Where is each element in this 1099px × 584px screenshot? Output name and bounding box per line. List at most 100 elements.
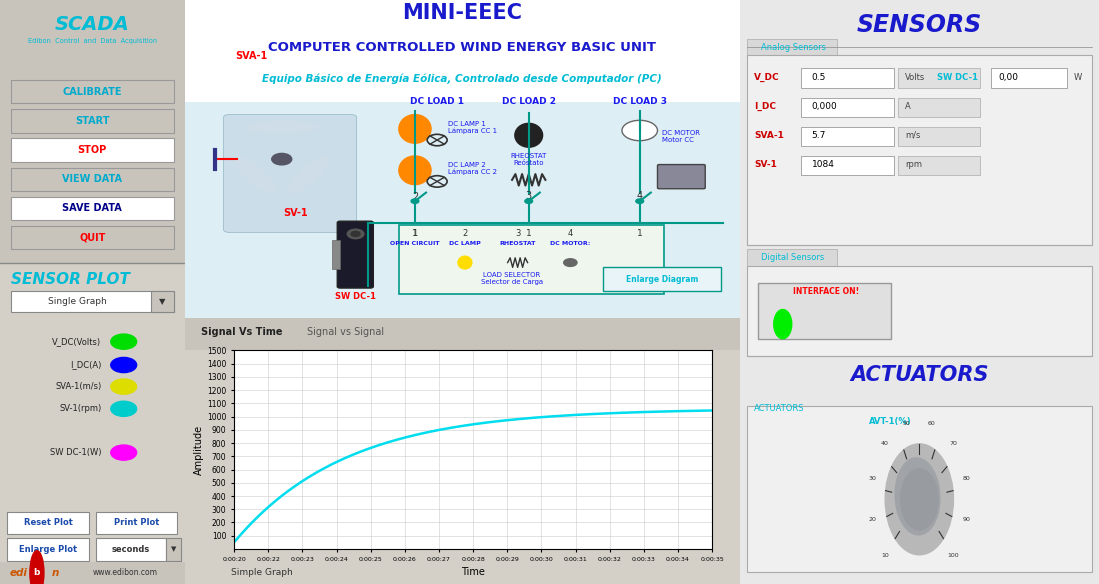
Text: ACTUATORS: ACTUATORS [754,404,804,413]
FancyBboxPatch shape [657,165,706,189]
Circle shape [900,469,939,530]
FancyBboxPatch shape [11,197,174,220]
Text: 1: 1 [412,230,418,238]
Text: 3: 3 [515,230,520,238]
Y-axis label: Amplitude: Amplitude [195,425,204,475]
Text: START: START [75,116,110,126]
FancyBboxPatch shape [991,68,1067,88]
Ellipse shape [399,156,431,185]
Text: 10: 10 [881,552,889,558]
Text: SV-1: SV-1 [284,208,308,218]
FancyBboxPatch shape [185,0,740,102]
Circle shape [411,199,419,203]
FancyBboxPatch shape [11,138,174,162]
Text: SV-1(rpm): SV-1(rpm) [59,404,101,413]
Text: ACTUATORS: ACTUATORS [850,365,989,385]
Text: Volts: Volts [904,72,925,82]
Text: SENSOR PLOT: SENSOR PLOT [11,272,130,287]
Text: SENSORS: SENSORS [857,13,981,37]
Ellipse shape [514,123,543,147]
Text: SAVE DATA: SAVE DATA [63,203,122,214]
Text: www.edibon.com: www.edibon.com [93,568,158,578]
FancyBboxPatch shape [740,0,1099,584]
Text: SW DC-1: SW DC-1 [937,72,978,82]
Text: 1: 1 [412,230,418,238]
Ellipse shape [288,157,329,193]
FancyBboxPatch shape [801,68,895,88]
Text: SVA-1(m/s): SVA-1(m/s) [55,382,101,391]
FancyBboxPatch shape [185,102,740,318]
Text: b: b [34,568,41,578]
FancyBboxPatch shape [747,55,1091,245]
Text: DC LAMP 1
Lámpara CC 1: DC LAMP 1 Lámpara CC 1 [448,120,498,134]
FancyBboxPatch shape [801,98,895,117]
Text: VIEW DATA: VIEW DATA [63,174,122,185]
Text: Analog Sensors: Analog Sensors [762,43,826,52]
Ellipse shape [111,379,136,394]
Text: 30: 30 [868,477,876,481]
Text: DC MOTOR
Motor CC: DC MOTOR Motor CC [662,130,700,143]
Text: Edibon  Control  and  Data  Acquisition: Edibon Control and Data Acquisition [27,38,157,44]
FancyBboxPatch shape [0,0,185,82]
Circle shape [622,120,657,141]
Text: 100: 100 [947,552,959,558]
FancyBboxPatch shape [898,98,980,117]
Text: QUIT: QUIT [79,232,106,243]
Text: Digital Sensors: Digital Sensors [762,253,824,262]
Text: m/s: m/s [904,131,920,140]
Text: Print Plot: Print Plot [114,518,159,527]
Text: DC LOAD 1: DC LOAD 1 [410,98,464,106]
Text: 60: 60 [928,420,935,426]
Text: AVT-1(%): AVT-1(%) [869,417,912,426]
FancyBboxPatch shape [96,512,177,534]
FancyBboxPatch shape [801,127,895,146]
Text: ▼: ▼ [170,547,176,552]
Circle shape [347,229,364,239]
FancyBboxPatch shape [11,80,174,103]
Text: Simple Graph: Simple Graph [232,568,293,578]
FancyBboxPatch shape [8,538,89,561]
Text: rpm: rpm [904,160,922,169]
Text: SV-1: SV-1 [754,160,777,169]
FancyBboxPatch shape [11,168,174,191]
Text: edi: edi [10,568,27,578]
Ellipse shape [246,121,318,133]
Text: V_DC: V_DC [754,72,779,82]
Text: 4: 4 [568,230,573,238]
Circle shape [564,259,577,266]
FancyBboxPatch shape [8,512,89,534]
Text: 20: 20 [868,517,876,522]
Text: SW DC-1: SW DC-1 [335,291,376,301]
Text: 40: 40 [881,441,889,446]
FancyBboxPatch shape [166,538,181,561]
Text: 70: 70 [950,441,957,446]
Text: LOAD SELECTOR
Selector de Carga: LOAD SELECTOR Selector de Carga [481,272,543,285]
Text: RHEOSTAT: RHEOSTAT [499,241,536,246]
FancyBboxPatch shape [898,68,980,88]
Circle shape [352,231,360,237]
Ellipse shape [111,401,136,416]
Text: 0.5: 0.5 [811,72,825,82]
Text: INTERFACE ON!: INTERFACE ON! [792,287,859,297]
Text: I_DC(A): I_DC(A) [70,360,101,370]
Ellipse shape [111,445,136,460]
FancyBboxPatch shape [0,82,185,263]
Ellipse shape [458,256,471,269]
Text: OPEN CIRCUIT: OPEN CIRCUIT [390,241,440,246]
Text: 3: 3 [525,191,532,201]
Text: 1: 1 [525,230,532,238]
Circle shape [271,154,291,165]
FancyBboxPatch shape [152,291,174,312]
Ellipse shape [399,114,431,143]
Text: seconds: seconds [112,545,151,554]
Text: A: A [904,102,911,111]
Text: Signal vs Signal: Signal vs Signal [307,326,384,336]
FancyBboxPatch shape [399,225,664,294]
FancyBboxPatch shape [185,318,740,350]
FancyBboxPatch shape [747,406,1091,572]
FancyBboxPatch shape [337,221,374,288]
FancyBboxPatch shape [747,266,1091,356]
Circle shape [525,199,533,203]
Ellipse shape [111,357,136,373]
FancyBboxPatch shape [801,156,895,175]
